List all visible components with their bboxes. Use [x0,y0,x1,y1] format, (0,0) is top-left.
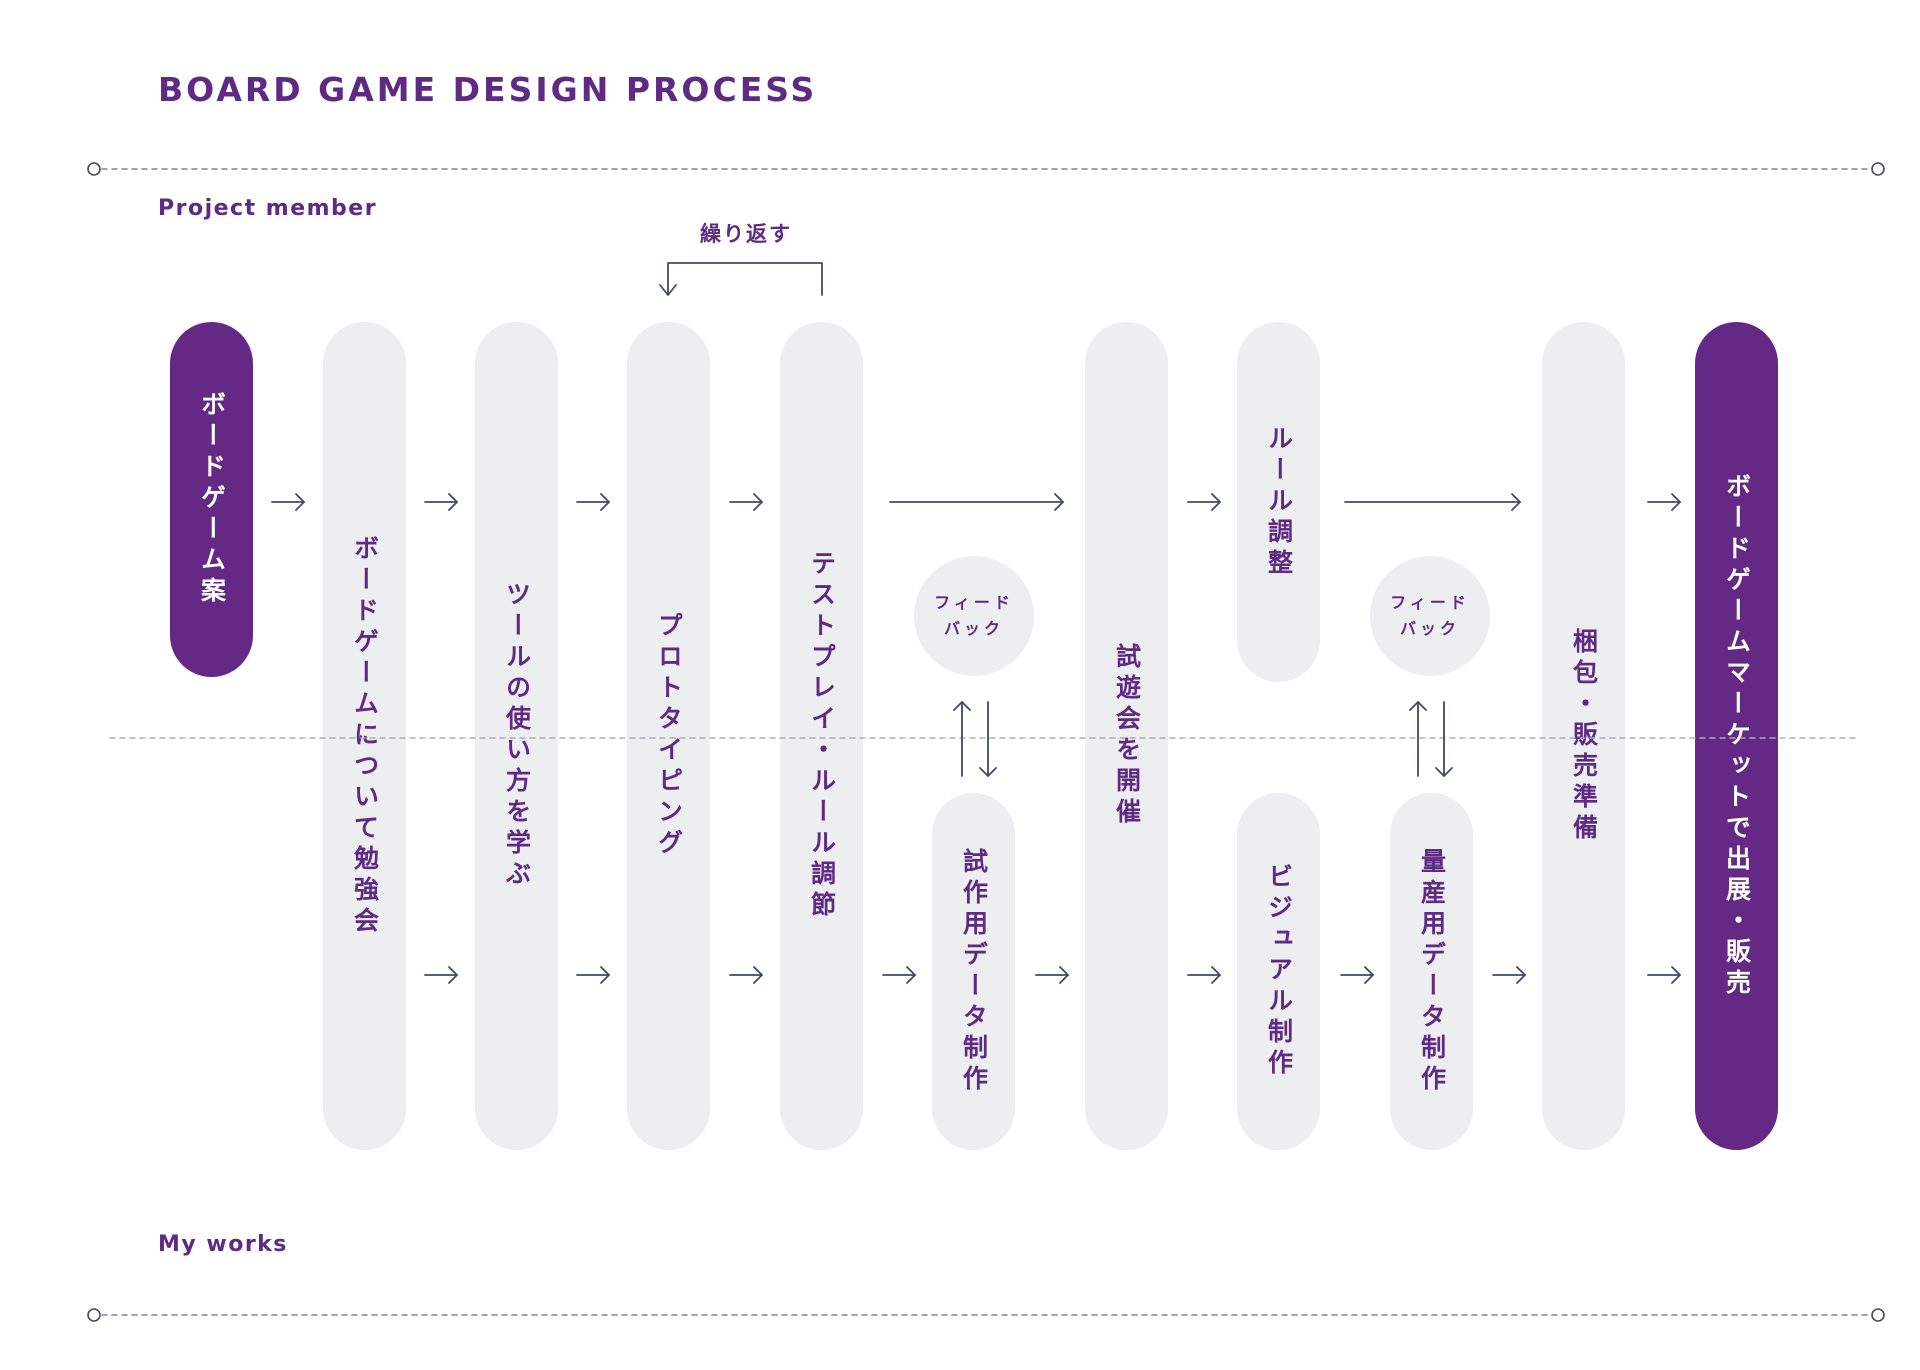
feedback-line-2: バック [1399,619,1460,638]
step-label: ビジュアル制作 [1264,863,1294,1080]
feedback-line-1: フィード [1390,593,1470,612]
step-label: 試作用データ制作 [959,847,989,1096]
loop-bracket [667,262,823,296]
step-rule-adjust: ルール調整 [1237,322,1320,682]
top-border-end-dot [1871,162,1885,176]
top-border-start-dot [87,162,101,176]
loop-label: 繰り返す [700,222,792,246]
lane-label-my-works: My works [158,1232,288,1257]
arrow-right-icon [1492,966,1526,984]
step-label: ボードゲームマーケットで出展・販売 [1722,472,1752,1000]
arrow-up-icon [953,701,971,777]
arrow-right-long-icon [889,493,1064,511]
step-label: ルール調整 [1264,424,1294,580]
arrow-right-icon [729,966,763,984]
feedback-line-1: フィード [934,593,1014,612]
arrow-right-icon [882,966,916,984]
step-packing-sales-prep: 梱包・販売準備 [1542,322,1625,1150]
step-board-game-market: ボードゲームマーケットで出展・販売 [1695,322,1778,1150]
step-label: 梱包・販売準備 [1569,627,1599,845]
arrow-up-icon [1409,701,1427,777]
arrow-right-icon [729,493,763,511]
step-learn-tools: ツールの使い方を学ぶ [475,322,558,1150]
arrow-right-icon [424,493,458,511]
bottom-border-end-dot [1871,1308,1885,1322]
step-label: ツールの使い方を学ぶ [502,581,532,891]
arrow-right-long-icon [1344,493,1521,511]
arrow-right-icon [576,493,610,511]
page-title: BOARD GAME DESIGN PROCESS [158,70,818,109]
step-playtest-event: 試遊会を開催 [1085,322,1168,1150]
bottom-border-start-dot [87,1308,101,1322]
lane-label-project-member: Project member [158,196,378,221]
loop-arrowhead [659,284,677,296]
step-mass-production-data: 量産用データ制作 [1390,793,1473,1150]
step-label: ボードゲーム案 [197,391,227,608]
step-trial-data: 試作用データ制作 [932,793,1015,1150]
step-board-game-idea: ボードゲーム案 [170,322,253,677]
arrow-right-icon [1647,493,1681,511]
arrow-right-icon [1187,493,1221,511]
step-label: ボードゲームについて勉強会 [350,534,380,938]
arrow-right-icon [576,966,610,984]
arrow-down-icon [979,701,997,777]
step-testplay-rule-tuning: テストプレイ・ルール調節 [780,322,863,1150]
feedback-bubble-2: フィード バック [1370,556,1490,676]
step-label: プロトタイピング [654,612,684,860]
arrow-right-icon [1187,966,1221,984]
arrow-down-icon [1435,701,1453,777]
arrow-right-icon [1647,966,1681,984]
arrow-right-icon [271,493,305,511]
step-label: 試遊会を開催 [1112,643,1142,829]
step-label: 量産用データ制作 [1417,847,1447,1096]
arrow-right-icon [1035,966,1069,984]
step-label: テストプレイ・ルール調節 [807,550,837,922]
feedback-line-2: バック [943,619,1004,638]
step-visual-production: ビジュアル制作 [1237,793,1320,1150]
arrow-right-icon [1340,966,1374,984]
arrow-right-icon [424,966,458,984]
feedback-bubble-1: フィード バック [914,556,1034,676]
step-prototyping: プロトタイピング [627,322,710,1150]
step-study-session: ボードゲームについて勉強会 [323,322,406,1150]
